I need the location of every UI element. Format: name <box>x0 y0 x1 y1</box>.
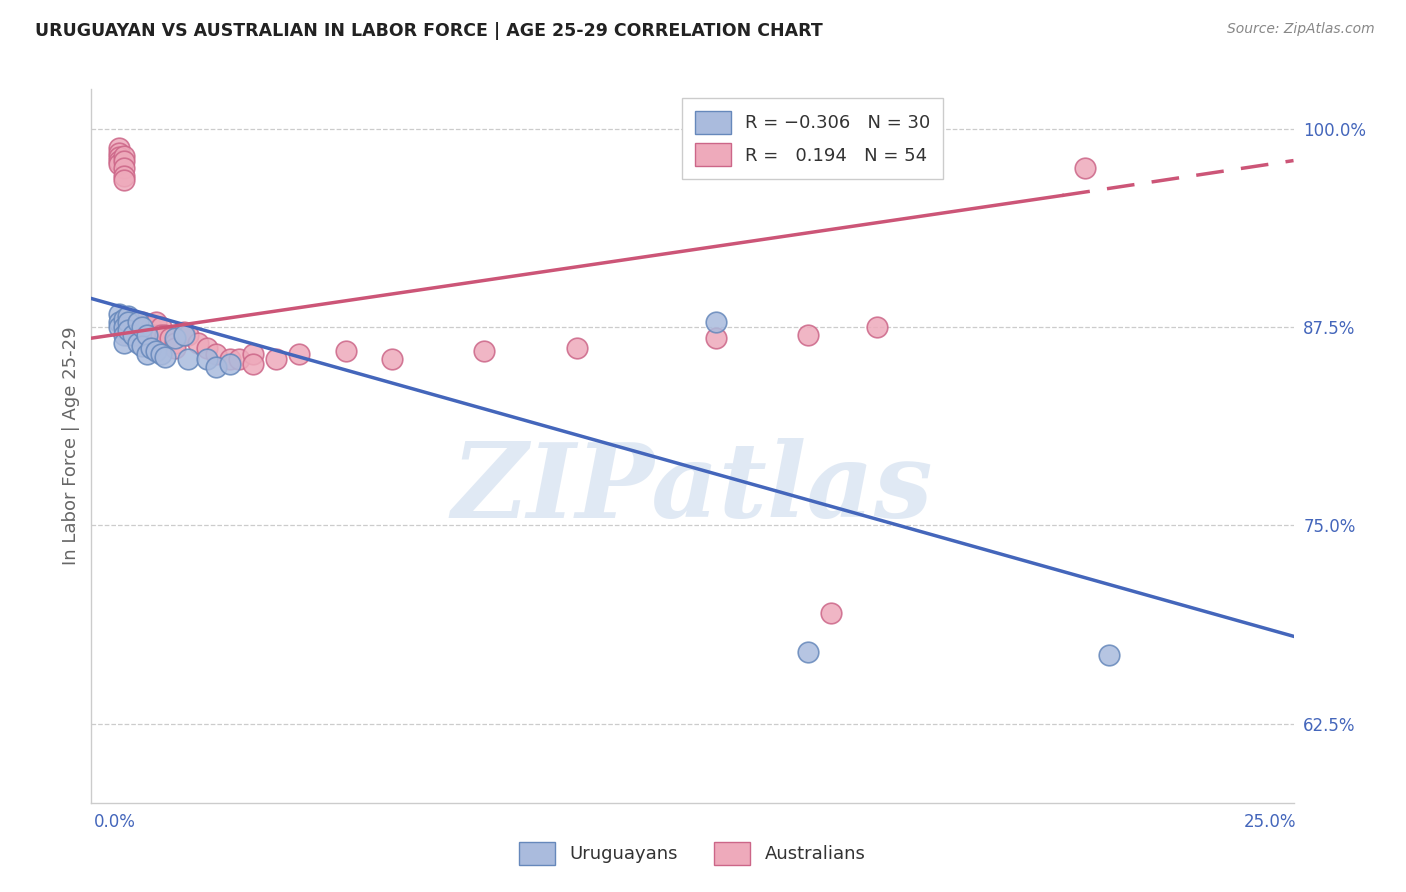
Point <box>704 315 727 329</box>
Point <box>122 328 145 343</box>
Point <box>112 161 135 176</box>
Point <box>117 309 139 323</box>
Point <box>866 320 889 334</box>
Point <box>112 153 135 168</box>
Point <box>112 320 135 334</box>
Point <box>127 320 149 334</box>
Text: ZIPatlas: ZIPatlas <box>451 438 934 540</box>
Point <box>117 312 139 326</box>
Point <box>117 323 139 337</box>
Point <box>1097 648 1119 663</box>
Point <box>108 320 131 334</box>
Point <box>381 351 404 366</box>
Legend: Uruguayans, Australians: Uruguayans, Australians <box>512 835 873 872</box>
Point <box>187 335 209 350</box>
Point <box>112 172 135 186</box>
Point <box>117 328 139 343</box>
Point <box>205 347 228 361</box>
Point <box>135 347 157 361</box>
Point <box>108 153 131 168</box>
Point <box>565 341 588 355</box>
Point <box>141 341 163 355</box>
Point <box>228 351 250 366</box>
Point <box>135 328 157 343</box>
Point <box>205 359 228 374</box>
Point <box>112 149 135 163</box>
Point <box>117 320 139 334</box>
Point <box>117 325 139 339</box>
Point <box>173 328 195 343</box>
Point <box>266 351 288 366</box>
Point <box>131 328 153 343</box>
Point <box>177 328 200 343</box>
Point <box>219 351 242 366</box>
Point <box>820 606 842 620</box>
Point <box>195 341 218 355</box>
Point <box>335 343 357 358</box>
Point <box>112 335 135 350</box>
Point <box>704 331 727 345</box>
Point <box>135 320 157 334</box>
Point <box>219 357 242 371</box>
Point <box>131 339 153 353</box>
Point <box>155 350 177 364</box>
Point <box>155 328 177 343</box>
Point <box>163 335 186 350</box>
Point <box>195 351 218 366</box>
Point <box>122 328 145 343</box>
Point <box>131 320 153 334</box>
Point <box>149 347 172 361</box>
Point <box>141 328 163 343</box>
Point <box>117 315 139 329</box>
Point <box>112 169 135 184</box>
Point <box>474 343 496 358</box>
Point <box>141 320 163 334</box>
Point <box>242 357 264 371</box>
Point <box>145 328 167 343</box>
Text: URUGUAYAN VS AUSTRALIAN IN LABOR FORCE | AGE 25-29 CORRELATION CHART: URUGUAYAN VS AUSTRALIAN IN LABOR FORCE |… <box>35 22 823 40</box>
Point <box>145 343 167 358</box>
Point <box>242 347 264 361</box>
Point <box>173 325 195 339</box>
Point <box>112 312 135 326</box>
Point <box>135 328 157 343</box>
Point <box>122 315 145 329</box>
Point <box>149 320 172 334</box>
Point <box>108 157 131 171</box>
Point <box>108 145 131 160</box>
Point <box>127 335 149 350</box>
Point <box>127 315 149 329</box>
Point <box>797 328 820 343</box>
Point <box>127 328 149 343</box>
Point <box>149 328 172 343</box>
Point <box>131 315 153 329</box>
Point <box>1074 161 1097 176</box>
Point <box>163 341 186 355</box>
Point <box>127 315 149 329</box>
Point <box>177 351 200 366</box>
Point <box>108 150 131 164</box>
Text: Source: ZipAtlas.com: Source: ZipAtlas.com <box>1227 22 1375 37</box>
Point <box>108 141 131 155</box>
Point <box>797 645 820 659</box>
Point <box>108 315 131 329</box>
Point <box>145 315 167 329</box>
Point <box>288 347 311 361</box>
Point <box>108 307 131 321</box>
Point <box>122 320 145 334</box>
Point <box>112 328 135 343</box>
Y-axis label: In Labor Force | Age 25-29: In Labor Force | Age 25-29 <box>62 326 80 566</box>
Point <box>163 331 186 345</box>
Point <box>159 331 181 345</box>
